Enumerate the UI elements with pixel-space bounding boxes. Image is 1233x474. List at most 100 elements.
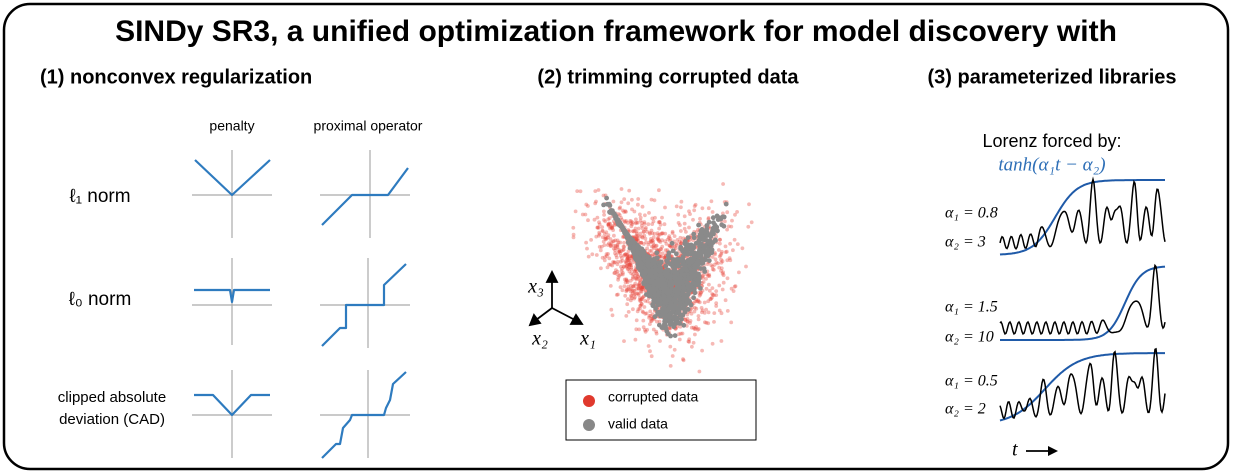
corrupted-point bbox=[639, 287, 644, 292]
valid-point bbox=[691, 295, 696, 301]
corrupted-point bbox=[634, 231, 639, 236]
valid-point bbox=[691, 252, 697, 258]
corrupted-point bbox=[643, 227, 648, 232]
corrupted-point bbox=[667, 326, 672, 330]
corrupted-point bbox=[657, 220, 662, 224]
corrupted-point bbox=[605, 243, 610, 247]
corrupted-point bbox=[721, 270, 725, 275]
corrupted-point bbox=[615, 259, 620, 264]
corrupted-point bbox=[610, 313, 615, 318]
corrupted-point bbox=[659, 247, 663, 252]
corrupted-point bbox=[635, 309, 640, 314]
corrupted-point bbox=[700, 310, 704, 315]
corrupted-point bbox=[609, 240, 614, 245]
corrupted-point bbox=[625, 255, 630, 260]
corrupted-point bbox=[647, 314, 652, 318]
corrupted-point bbox=[707, 282, 711, 287]
corrupted-point bbox=[595, 225, 600, 230]
corrupted-point bbox=[611, 239, 616, 244]
corrupted-point bbox=[624, 260, 629, 265]
corrupted-point bbox=[604, 230, 609, 235]
valid-point bbox=[685, 242, 691, 248]
corrupted-point bbox=[674, 204, 679, 209]
valid-point bbox=[665, 253, 671, 259]
corrupted-point bbox=[651, 235, 656, 240]
corrupted-point bbox=[729, 286, 734, 291]
corrupted-point bbox=[616, 275, 621, 280]
corrupted-point bbox=[604, 237, 608, 242]
corrupted-point bbox=[720, 259, 725, 264]
corrupted-point bbox=[637, 234, 642, 239]
corrupted-point bbox=[719, 257, 723, 262]
corrupted-point bbox=[606, 222, 611, 227]
corrupted-point bbox=[597, 232, 602, 237]
corrupted-point bbox=[600, 255, 605, 260]
corrupted-point bbox=[645, 327, 649, 332]
corrupted-point bbox=[621, 247, 626, 252]
corrupted-point bbox=[593, 201, 598, 206]
valid-point bbox=[707, 232, 713, 238]
corrupted-point bbox=[657, 239, 661, 244]
corrupted-point bbox=[644, 240, 649, 245]
corrupted-point bbox=[643, 213, 647, 218]
corrupted-point bbox=[640, 296, 645, 300]
corrupted-point bbox=[677, 332, 681, 337]
corrupted-point bbox=[632, 228, 637, 233]
l1-penalty bbox=[192, 150, 272, 238]
valid-point bbox=[697, 253, 703, 259]
corrupted-point bbox=[604, 236, 609, 241]
corrupted-point bbox=[704, 277, 708, 281]
signals bbox=[999, 176, 1166, 422]
valid-point bbox=[680, 262, 686, 267]
corrupted-point bbox=[645, 229, 649, 234]
valid-point bbox=[650, 289, 655, 295]
valid-point bbox=[637, 262, 642, 268]
corrupted-point bbox=[624, 277, 629, 282]
corrupted-point bbox=[701, 273, 706, 277]
legend-swatch bbox=[583, 395, 595, 407]
corrupted-point bbox=[613, 244, 618, 249]
corrupted-point bbox=[676, 221, 681, 225]
formula: tanh(α₁t − α₂) bbox=[998, 154, 1105, 175]
corrupted-point bbox=[633, 337, 638, 342]
corrupted-point bbox=[680, 331, 685, 336]
corrupted-point bbox=[649, 317, 654, 321]
valid-point bbox=[714, 224, 720, 230]
corrupted-point bbox=[635, 237, 640, 242]
corrupted-point bbox=[710, 341, 715, 346]
corrupted-point bbox=[634, 220, 639, 225]
corrupted-point bbox=[620, 267, 624, 271]
corrupted-point bbox=[596, 188, 601, 192]
axes-triad bbox=[528, 269, 584, 327]
corrupted-point bbox=[619, 264, 623, 269]
valid-point bbox=[696, 249, 702, 255]
valid-point bbox=[682, 238, 688, 244]
corrupted-point bbox=[685, 317, 690, 321]
corrupted-point bbox=[670, 231, 675, 236]
corrupted-point bbox=[641, 287, 646, 292]
corrupted-point bbox=[702, 311, 707, 315]
corrupted-point bbox=[597, 222, 602, 227]
corrupted-point bbox=[657, 220, 662, 225]
corrupted-point bbox=[710, 267, 715, 272]
corrupted-point bbox=[619, 249, 624, 254]
corrupted-point bbox=[616, 277, 620, 282]
corrupted-point bbox=[645, 299, 650, 304]
valid-point bbox=[668, 303, 673, 309]
corrupted-point bbox=[625, 288, 629, 293]
valid-point bbox=[665, 267, 671, 273]
corrupted-point bbox=[711, 268, 716, 272]
corrupted-point bbox=[629, 286, 634, 291]
scatter-cloud bbox=[571, 182, 754, 374]
corrupted-point bbox=[624, 210, 628, 214]
corrupted-point bbox=[636, 238, 641, 243]
corrupted-point bbox=[609, 226, 614, 231]
valid-point bbox=[704, 226, 710, 232]
corrupted-point bbox=[654, 331, 659, 336]
corrupted-point bbox=[629, 283, 633, 288]
corrupted-point bbox=[636, 293, 641, 297]
corrupted-point bbox=[656, 220, 661, 225]
corrupted-point bbox=[656, 238, 661, 243]
corrupted-point bbox=[634, 287, 639, 291]
corrupted-point bbox=[609, 244, 613, 248]
